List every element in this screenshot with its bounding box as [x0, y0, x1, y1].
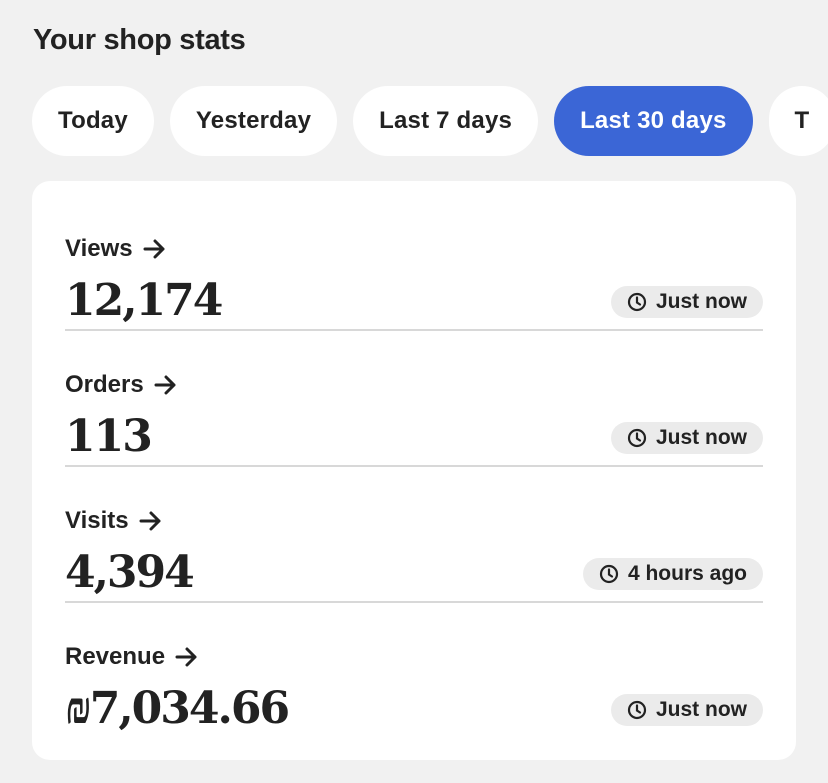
- page-title: Your shop stats: [33, 24, 246, 56]
- stat-row: Orders 113 Just now: [65, 331, 763, 467]
- updated-text: Just now: [655, 290, 747, 313]
- clock-icon: [627, 428, 647, 448]
- arrow-right-icon: [143, 239, 165, 259]
- stat-label: Views: [65, 235, 133, 262]
- arrow-right-icon: [139, 511, 161, 531]
- tab-last-30-days[interactable]: Last 30 days: [554, 86, 753, 156]
- clock-icon: [627, 700, 647, 720]
- updated-text: Just now: [655, 426, 747, 449]
- updated-text: Just now: [655, 698, 747, 721]
- stat-value: 113: [65, 411, 153, 462]
- arrow-right-icon: [154, 375, 176, 395]
- stat-link[interactable]: Revenue: [65, 643, 199, 671]
- stat-row: Revenue ₪7,034.66 Just now: [65, 603, 763, 739]
- tab-today[interactable]: Today: [32, 86, 154, 156]
- divider: [65, 465, 763, 467]
- stats-card: Views 12,174 Just now Orders 113 Just no…: [32, 181, 796, 760]
- clock-icon: [627, 292, 647, 312]
- stat-row: Visits 4,394 4 hours ago: [65, 467, 763, 603]
- stat-link[interactable]: Orders: [65, 371, 178, 399]
- stat-label: Visits: [65, 507, 129, 534]
- stat-value: 12,174: [65, 275, 223, 326]
- updated-badge: Just now: [610, 694, 763, 726]
- tab-more[interactable]: T: [768, 86, 828, 156]
- stat-label: Orders: [65, 371, 144, 398]
- updated-text: 4 hours ago: [627, 562, 747, 585]
- clock-icon: [599, 564, 619, 584]
- divider: [65, 601, 763, 603]
- stat-row: Views 12,174 Just now: [65, 195, 763, 331]
- stat-value: ₪7,034.66: [65, 683, 290, 734]
- divider: [65, 329, 763, 331]
- arrow-right-icon: [175, 647, 197, 667]
- stat-link[interactable]: Visits: [65, 507, 163, 535]
- tab-last-7-days[interactable]: Last 7 days: [353, 86, 539, 156]
- stat-value: 4,394: [65, 547, 195, 598]
- updated-badge: Just now: [610, 422, 763, 454]
- stat-link[interactable]: Views: [65, 235, 167, 263]
- stat-label: Revenue: [65, 643, 166, 670]
- updated-badge: 4 hours ago: [582, 558, 763, 590]
- updated-badge: Just now: [610, 286, 763, 318]
- tab-yesterday[interactable]: Yesterday: [169, 86, 338, 156]
- date-range-tabs: Today Yesterday Last 7 days Last 30 days…: [32, 86, 828, 156]
